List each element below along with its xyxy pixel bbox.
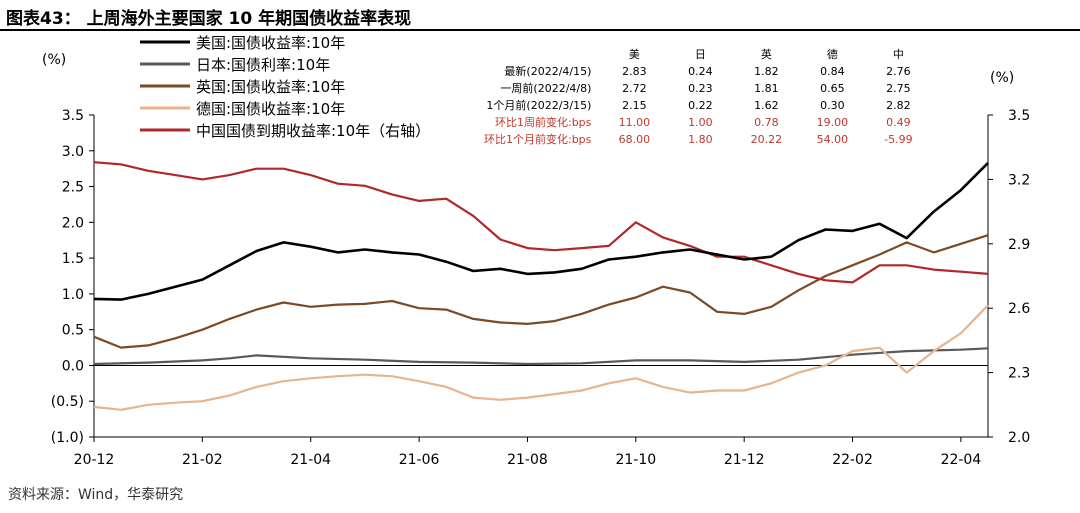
- left-tick-label: 0.5: [62, 323, 84, 339]
- right-tick-label: 3.5: [1008, 108, 1030, 124]
- right-tick-label: 2.3: [1008, 366, 1030, 382]
- stats-header-cell: 美: [628, 48, 640, 61]
- x-tick-label: 21-06: [399, 452, 440, 468]
- series-line-uk: [93, 234, 989, 349]
- stats-cell: 11.00: [618, 116, 651, 129]
- stats-cell: 0.24: [688, 65, 713, 78]
- stats-cell: -5.99: [884, 133, 913, 146]
- stats-cell: 2.75: [886, 82, 911, 95]
- series-line-de: [93, 304, 989, 411]
- stats-cell: 2.15: [622, 99, 647, 112]
- stats-cell: 2.76: [886, 65, 911, 78]
- series-line-jp: [93, 347, 989, 366]
- left-tick-label: (0.5): [51, 394, 84, 410]
- stats-row: 1个月前(2022/3/15) 2.15 0.22 1.62 0.30 2.82: [480, 97, 931, 114]
- axes-layer: 3.5 3.0 2.5 2.0 1.5 1.0 0.5 0.0 (0.5) (1.0) 3.5 3.2…: [51, 108, 1031, 468]
- legend-label-jp: 日本:国债利率:10年: [196, 56, 330, 74]
- stats-cell: 0.49: [886, 116, 911, 129]
- stats-header-cell: 德: [826, 48, 838, 61]
- stats-header-cell: [480, 46, 601, 63]
- right-tick-label: 3.2: [1008, 172, 1030, 188]
- x-tick-label: 21-08: [507, 452, 548, 468]
- stats-cell: 2.72: [622, 82, 647, 95]
- stats-cell: 2.82: [886, 99, 911, 112]
- x-tick-label: 21-12: [724, 452, 765, 468]
- stats-cell: 1.81: [754, 82, 779, 95]
- stats-row: 环比1个月前变化:bps 68.00 1.80 20.22 54.00 -5.99: [480, 131, 931, 148]
- stats-row: 一周前(2022/4/8) 2.72 0.23 1.81 0.65 2.75: [480, 80, 931, 97]
- left-tick-label: 3.0: [62, 144, 84, 160]
- stats-cell: 54.00: [816, 133, 849, 146]
- left-tick-label: 3.5: [62, 108, 84, 124]
- left-axis-unit: (%): [42, 52, 66, 68]
- stats-table: 美 日 英 德 中 最新(2022/4/15) 2.83 0.24 1.82 0.84 2…: [480, 46, 931, 148]
- x-tick-label: 22-04: [941, 452, 982, 468]
- figure-title: 图表43： 上周海外主要国家 10 年期国债收益率表现: [6, 9, 412, 29]
- source-note: 资料来源：Wind，华泰研究: [8, 487, 184, 503]
- stats-header-cell: 日: [694, 48, 706, 61]
- stats-header-row: 美 日 英 德 中: [480, 46, 931, 63]
- stats-cell: 2.83: [622, 65, 647, 78]
- stats-cell: 20.22: [750, 133, 783, 146]
- legend-label-uk: 英国:国债收益率:10年: [196, 78, 345, 96]
- stats-header-cell: 中: [892, 48, 904, 61]
- stats-cell: 0.84: [820, 65, 845, 78]
- series-line-cn: [93, 161, 989, 284]
- left-tick-label: 2.0: [62, 215, 84, 231]
- legend-label-cn: 中国国债到期收益率:10年（右轴）: [196, 122, 430, 140]
- left-tick-label: 1.5: [62, 251, 84, 267]
- stats-row: 最新(2022/4/15) 2.83 0.24 1.82 0.84 2.76: [480, 63, 931, 80]
- stats-row-label: 最新(2022/4/15): [504, 65, 592, 78]
- stats-row-label: 1个月前(2022/3/15): [486, 99, 592, 112]
- stats-cell: 0.30: [820, 99, 845, 112]
- stats-header-cell: 英: [760, 48, 772, 61]
- series-line-us: [93, 161, 989, 301]
- stats-row-label: 一周前(2022/4/8): [500, 82, 592, 95]
- stats-cell: 0.65: [820, 82, 845, 95]
- stats-cell: 0.78: [754, 116, 779, 129]
- title-divider: [0, 29, 1080, 31]
- stats-row-label: 环比1周前变化:bps: [495, 116, 592, 129]
- stats-cell: 1.80: [688, 133, 713, 146]
- stats-cell: 1.00: [688, 116, 713, 129]
- stats-cell: 0.23: [688, 82, 713, 95]
- stats-cell: 1.62: [754, 99, 779, 112]
- right-tick-label: 2.0: [1008, 430, 1030, 446]
- legend-label-us: 美国:国债收益率:10年: [196, 34, 345, 52]
- left-tick-label: 2.5: [62, 180, 84, 196]
- series-layer: [93, 161, 989, 411]
- chart-canvas: (%) (%) 3.5 3.0 2.5 2.0 1.5 1.0 0.5 0.0 (0.5) (1.…: [42, 34, 1031, 468]
- left-tick-label: 1.0: [62, 287, 84, 303]
- left-tick-label: 0.0: [62, 358, 84, 374]
- x-tick-label: 21-04: [290, 452, 331, 468]
- legend: 美国:国债收益率:10年日本:国债利率:10年英国:国债收益率:10年德国:国债…: [140, 34, 430, 140]
- x-tick-label: 21-10: [615, 452, 656, 468]
- stats-row: 环比1周前变化:bps 11.00 1.00 0.78 19.00 0.49: [480, 114, 931, 131]
- stats-cell: 68.00: [618, 133, 651, 146]
- legend-label-de: 德国:国债收益率:10年: [196, 100, 345, 118]
- right-tick-label: 2.9: [1008, 237, 1030, 253]
- x-tick-label: 21-02: [182, 452, 223, 468]
- stats-cell: 1.82: [754, 65, 779, 78]
- x-tick-label: 20-12: [74, 452, 115, 468]
- stats-cell: 19.00: [816, 116, 849, 129]
- right-axis-unit: (%): [990, 70, 1014, 86]
- right-tick-label: 2.6: [1008, 301, 1030, 317]
- stats-cell: 0.22: [688, 99, 713, 112]
- x-tick-label: 22-02: [832, 452, 873, 468]
- left-tick-label: (1.0): [51, 430, 84, 446]
- stats-row-label: 环比1个月前变化:bps: [484, 133, 592, 146]
